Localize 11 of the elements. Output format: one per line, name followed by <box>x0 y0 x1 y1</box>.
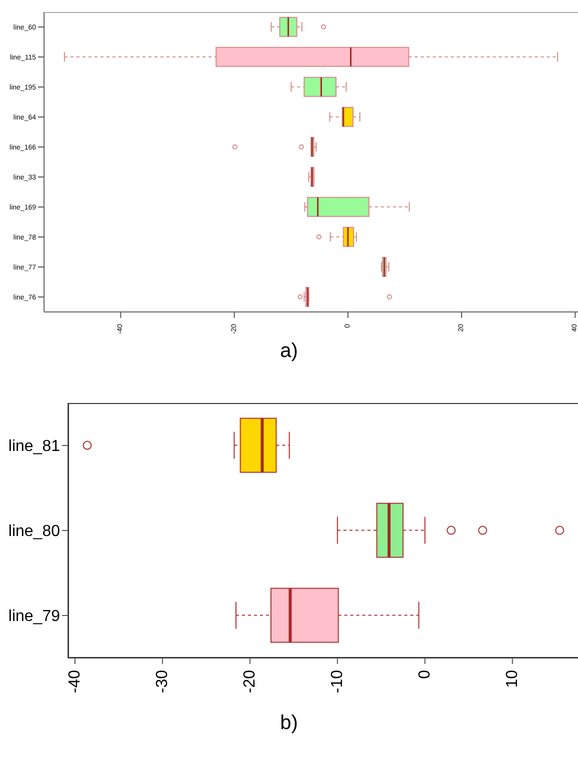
text: b) <box>279 712 299 735</box>
y-tick-label: line_80 <box>8 523 60 540</box>
y-tick-label: line_79 <box>8 608 60 626</box>
y-tick-label: line_81 <box>8 438 60 456</box>
x-tick-label: -10 <box>328 670 346 694</box>
text: a) <box>279 340 299 363</box>
x-tick-label: -30 <box>154 670 171 694</box>
x-tick-label: 0 <box>416 670 434 679</box>
x-tick-label: 10 <box>504 670 521 688</box>
x-tick-label: -20 <box>241 670 258 694</box>
x-tick-label: -40 <box>66 670 84 694</box>
